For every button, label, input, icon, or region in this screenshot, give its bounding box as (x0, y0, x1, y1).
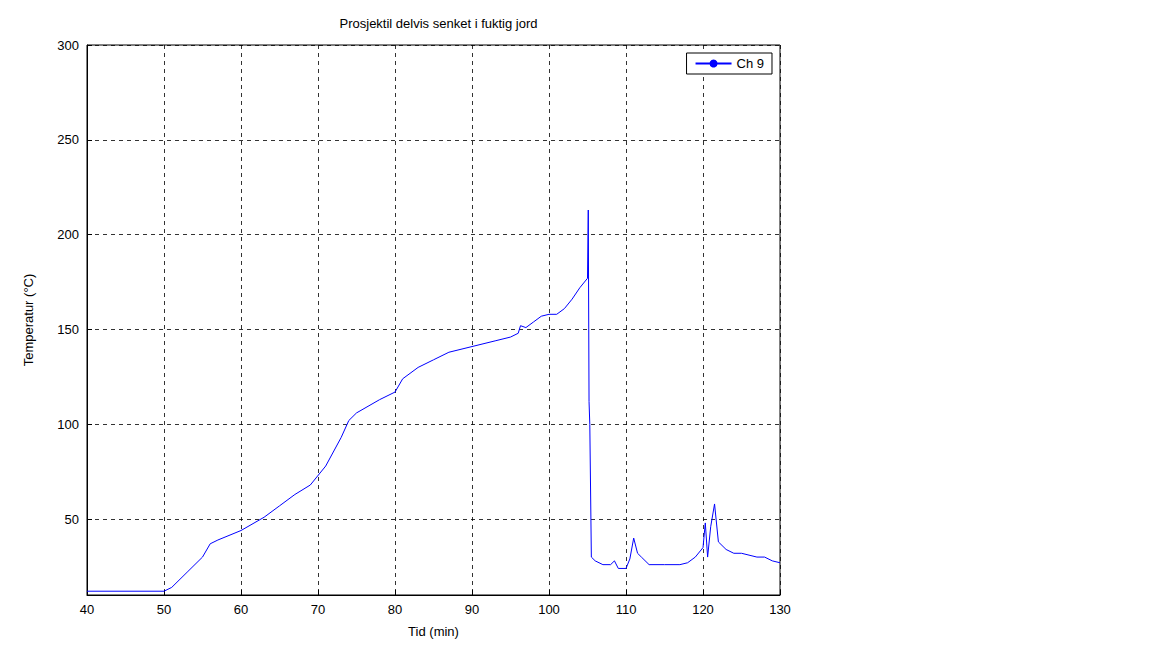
svg-text:Prosjektil delvis senket i fuk: Prosjektil delvis senket i fuktig jord (340, 16, 538, 31)
svg-text:Temperatur (°C): Temperatur (°C) (21, 274, 36, 367)
svg-text:120: 120 (692, 602, 714, 617)
svg-text:40: 40 (80, 602, 94, 617)
svg-text:300: 300 (57, 38, 79, 53)
svg-text:250: 250 (57, 132, 79, 147)
svg-text:100: 100 (57, 417, 79, 432)
svg-text:100: 100 (538, 602, 560, 617)
svg-text:80: 80 (388, 602, 402, 617)
svg-text:130: 130 (769, 602, 791, 617)
svg-text:50: 50 (157, 602, 171, 617)
svg-text:Tid (min): Tid (min) (408, 624, 459, 639)
svg-text:70: 70 (311, 602, 325, 617)
svg-text:60: 60 (234, 602, 248, 617)
svg-text:90: 90 (465, 602, 479, 617)
svg-text:150: 150 (57, 322, 79, 337)
svg-text:110: 110 (616, 602, 637, 617)
svg-text:200: 200 (57, 227, 79, 242)
svg-text:Ch 9: Ch 9 (737, 56, 764, 71)
svg-text:50: 50 (65, 512, 79, 527)
